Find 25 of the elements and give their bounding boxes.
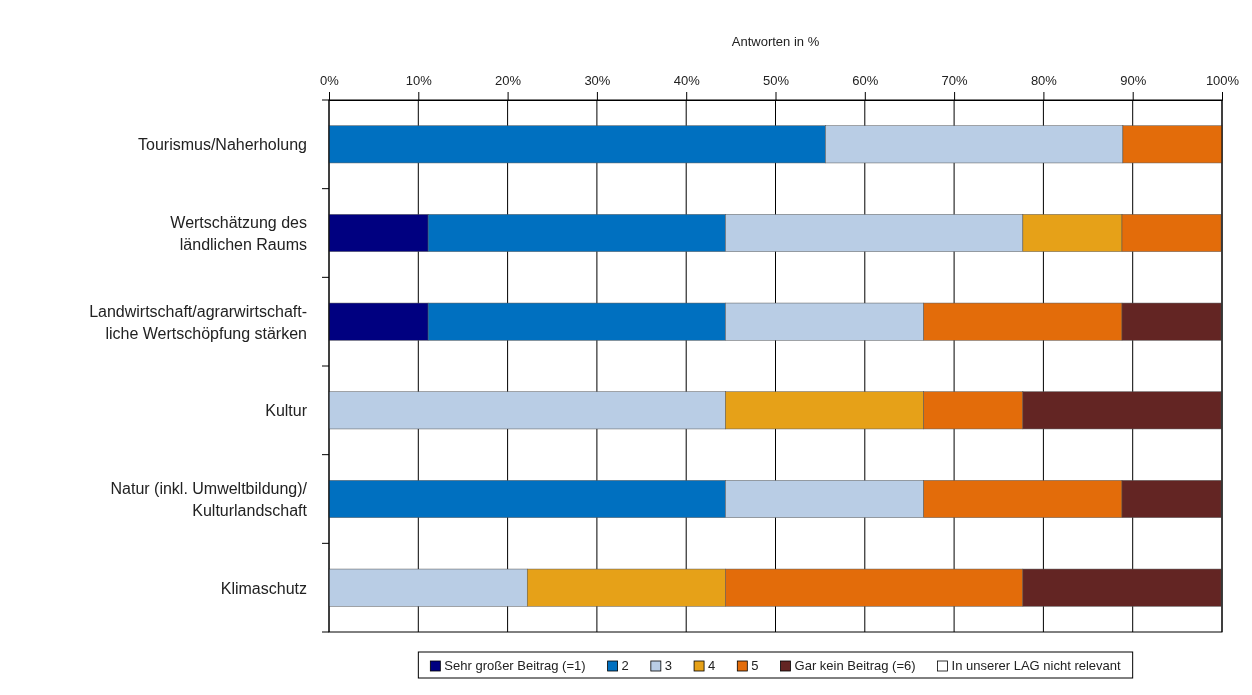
y-tick-label: Natur (inkl. Umweltbildung)/ Kulturlandschaft — [110, 480, 308, 519]
x-tick-label: 100% — [1205, 73, 1240, 89]
x-tick-label: 20% — [495, 73, 522, 89]
x-tick-label: 30% — [584, 73, 611, 89]
y-tick-label: Landwirtschaft/agrarwirtschaft- liche Wertschöpfung stärken — [89, 302, 307, 342]
legend-label: 3 — [664, 658, 673, 673]
legend-label: 4 — [708, 658, 716, 673]
y-tick-label: Klimaschutz — [220, 579, 307, 597]
x-axis-title: Antworten in % — [731, 34, 820, 49]
x-tick-label: 70% — [941, 73, 969, 89]
x-tick-label: 60% — [852, 73, 879, 89]
x-tick-label: 80% — [1030, 73, 1058, 89]
x-tick-label: 0% — [320, 73, 340, 89]
legend-label: 5 — [751, 658, 759, 673]
y-tick-label: Kultur — [265, 402, 308, 420]
x-tick-label: 10% — [405, 73, 433, 89]
legend-label: Gar kein Beitrag (=6) — [794, 658, 916, 673]
legend-label: 2 — [621, 658, 629, 673]
x-tick-label: 40% — [673, 73, 701, 89]
y-tick-label: Wertschätzung des ländlichen Raums — [170, 214, 307, 253]
legend-label: In unserer LAG nicht relevant — [951, 658, 1122, 673]
x-tick-label: 90% — [1120, 73, 1147, 89]
legend-label: Sehr großer Beitrag (=1) — [444, 658, 586, 673]
y-tick-label: Tourismus/Naherholung — [138, 136, 307, 154]
x-tick-label: 50% — [762, 73, 790, 89]
